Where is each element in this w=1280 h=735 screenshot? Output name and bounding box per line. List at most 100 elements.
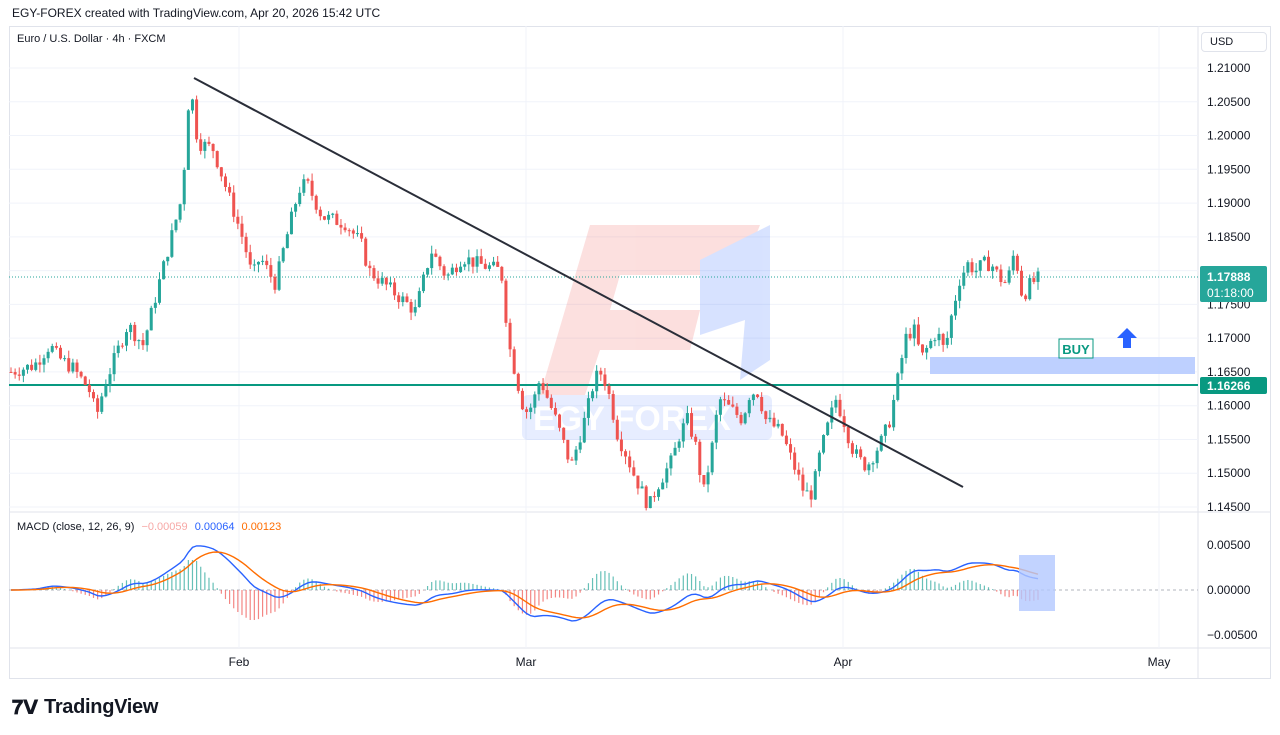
candle-body xyxy=(195,99,199,140)
candle-body xyxy=(178,204,182,220)
candle-body xyxy=(747,400,751,414)
candle-body xyxy=(368,265,372,269)
candle-body xyxy=(694,436,698,442)
candle-body xyxy=(772,417,776,427)
price-tick-label: 1.17000 xyxy=(1207,331,1251,345)
candle-body xyxy=(137,340,141,342)
candle-body xyxy=(966,262,970,273)
candle-body xyxy=(421,274,425,292)
candle-body xyxy=(908,333,912,339)
candle-body xyxy=(978,260,982,271)
candle-body xyxy=(962,272,966,286)
candle-body xyxy=(376,278,380,284)
candle-body xyxy=(1020,270,1024,296)
candle-body xyxy=(929,340,933,348)
candle-body xyxy=(1032,278,1036,282)
tradingview-brand: TradingView xyxy=(44,696,159,718)
candle-body xyxy=(958,285,962,301)
candle-body xyxy=(166,256,170,262)
candle-body xyxy=(335,213,339,225)
candle-body xyxy=(739,414,743,424)
candle-body xyxy=(236,216,240,224)
candle-body xyxy=(190,99,194,111)
candle-body xyxy=(112,353,116,375)
candle-body xyxy=(813,471,817,500)
tradingview-logo[interactable]: 𝟕𝗩 TradingView xyxy=(12,695,158,720)
candle-body xyxy=(438,256,442,267)
candle-body xyxy=(9,371,13,373)
buy-annotation: BUY xyxy=(1058,328,1137,359)
candle-body xyxy=(863,457,867,471)
candle-body xyxy=(607,385,611,395)
candle-body xyxy=(570,459,574,461)
candle-body xyxy=(405,296,409,303)
candle-body xyxy=(1024,295,1028,300)
candle-body xyxy=(611,394,615,420)
candle-body xyxy=(970,262,974,273)
candle-body xyxy=(409,302,413,313)
candle-body xyxy=(751,394,755,401)
candle-body xyxy=(355,233,359,235)
candle-body xyxy=(648,496,652,509)
candle-body xyxy=(46,351,50,359)
candle-body xyxy=(714,414,718,443)
candle-body xyxy=(372,268,376,279)
time-axis: Feb Mar Apr May xyxy=(229,655,1171,669)
candle-body xyxy=(533,394,537,408)
candle-body xyxy=(892,399,896,428)
candle-body xyxy=(116,345,120,354)
candle-body xyxy=(578,442,582,450)
candle-body xyxy=(768,417,772,420)
candle-body xyxy=(937,333,941,341)
candle-body xyxy=(285,234,289,249)
candle-body xyxy=(467,257,471,265)
candle-body xyxy=(529,407,533,412)
candle-body xyxy=(743,413,747,424)
candle-body xyxy=(537,383,541,395)
countdown-label: 01:18:00 xyxy=(1207,286,1254,300)
candle-body xyxy=(145,330,149,346)
candle-body xyxy=(211,143,215,152)
candle-body xyxy=(661,482,665,490)
price-tick-label: 1.16500 xyxy=(1207,365,1251,379)
candle-body xyxy=(261,260,265,262)
candle-body xyxy=(265,260,269,266)
candle-body xyxy=(38,362,42,365)
tradingview-mark-icon: 𝟕𝗩 xyxy=(12,697,38,719)
candle-body xyxy=(203,141,207,151)
macd-legend: MACD (close, 12, 26, 9) −0.00059 0.00064… xyxy=(17,521,285,533)
candle-body xyxy=(595,370,599,392)
candle-body xyxy=(215,151,219,168)
buy-zone xyxy=(930,357,1195,374)
candle-body xyxy=(327,214,331,220)
price-axis: 1.21000 1.20500 1.20000 1.19500 1.19000 1.185… xyxy=(1207,61,1251,514)
candle-body xyxy=(706,472,710,485)
candle-body xyxy=(129,324,133,333)
candle-body xyxy=(331,213,335,215)
candle-body xyxy=(496,261,500,267)
candle-body xyxy=(941,333,945,345)
candle-body xyxy=(504,280,508,323)
candle-body xyxy=(463,264,467,267)
candle-body xyxy=(244,236,248,253)
candle-body xyxy=(974,270,978,273)
candle-body xyxy=(459,266,463,273)
candle-body xyxy=(987,256,991,272)
candle-body xyxy=(450,267,454,275)
current-price-badge: 1.17888 01:18:00 xyxy=(1200,266,1267,302)
currency-selector[interactable]: USD xyxy=(1201,32,1267,52)
candle-body xyxy=(219,167,223,177)
candle-body xyxy=(793,452,797,470)
candle-body xyxy=(599,370,603,375)
candle-body xyxy=(982,256,986,261)
candles xyxy=(9,95,1040,511)
candle-body xyxy=(875,450,879,464)
candle-body xyxy=(574,449,578,461)
watermark-text: EGY FOREX xyxy=(533,400,731,438)
macd-label: MACD (close, 12, 26, 9) xyxy=(17,521,135,533)
candle-body xyxy=(393,282,397,296)
candle-body xyxy=(13,372,17,375)
macd-tick-label: 0.00500 xyxy=(1207,538,1251,552)
candle-body xyxy=(133,324,137,342)
